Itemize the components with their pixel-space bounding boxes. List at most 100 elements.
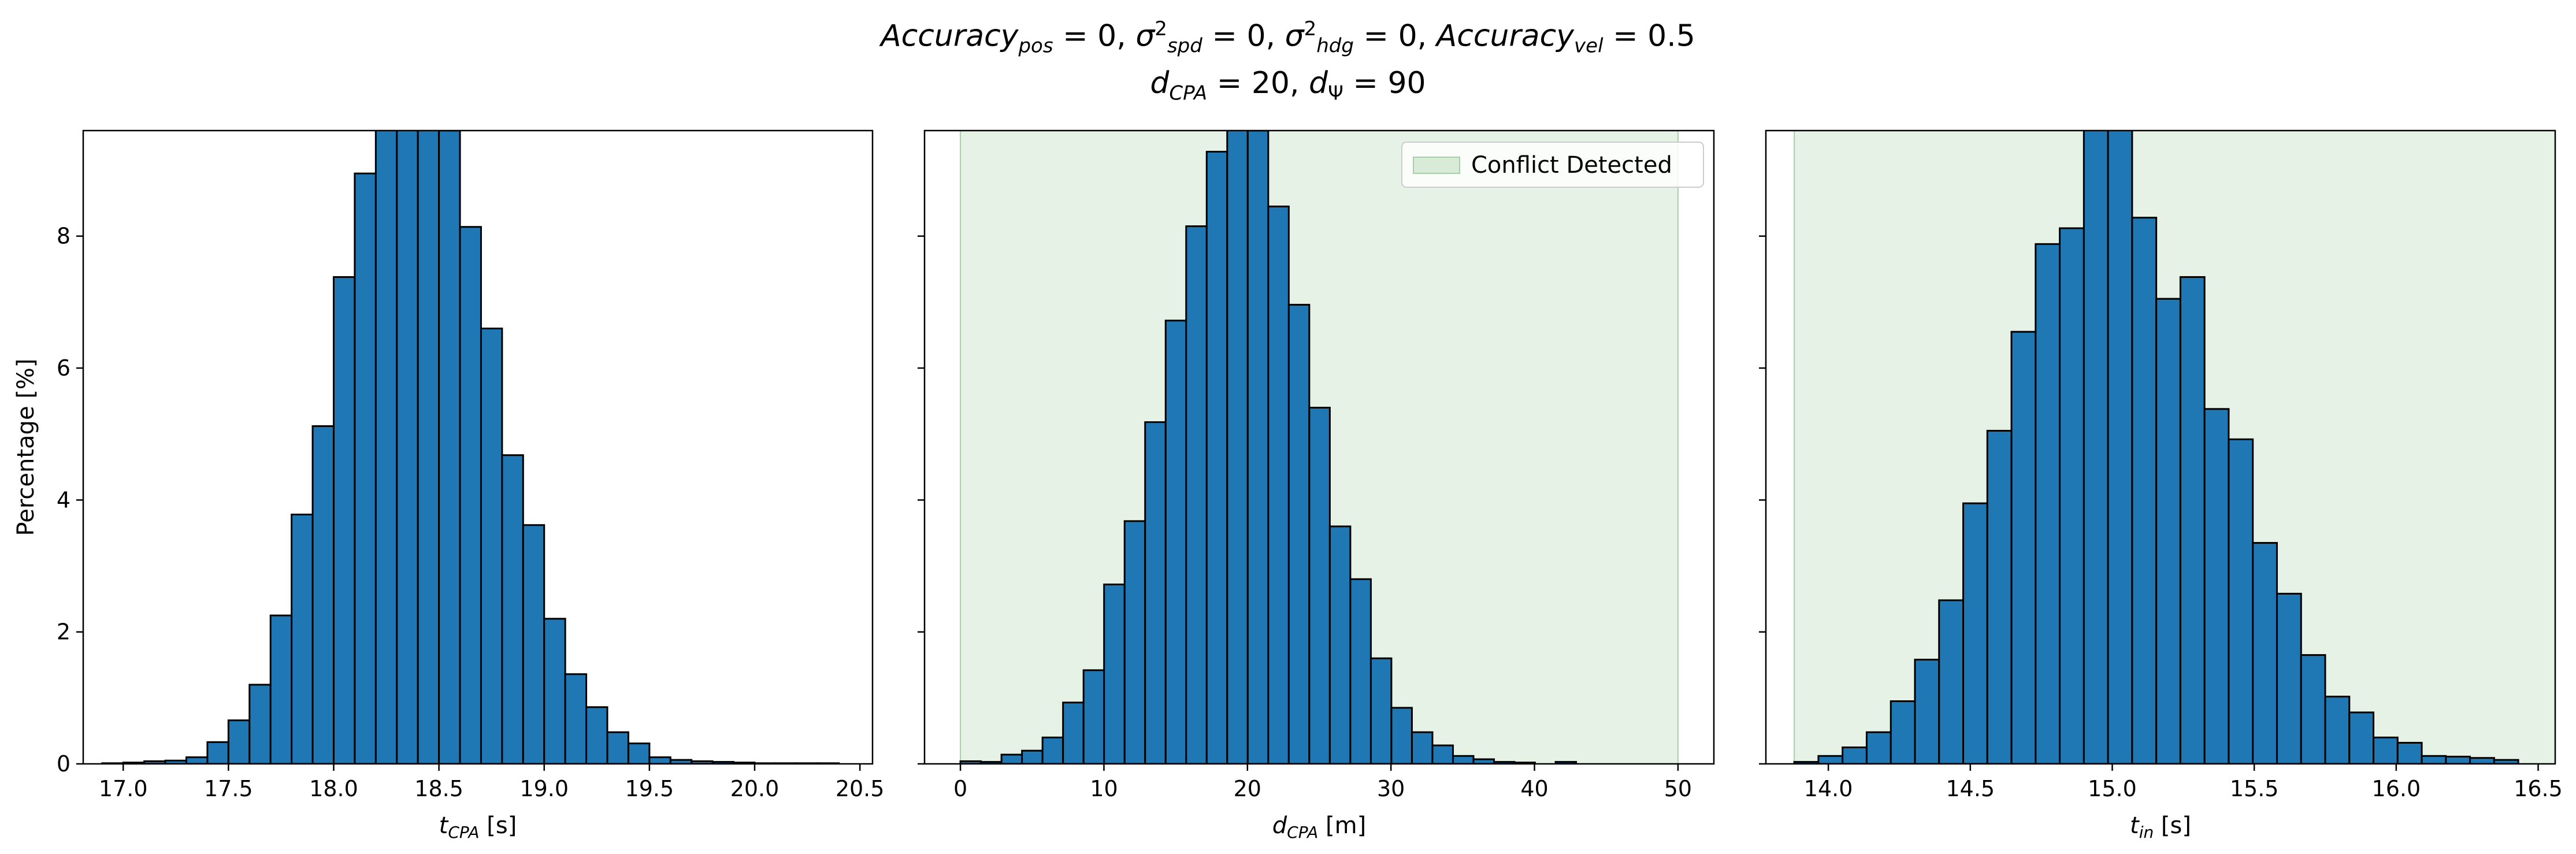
legend-label: Conflict Detected	[1471, 152, 1672, 179]
x-tick-label: 19.5	[625, 776, 674, 801]
histogram-bar	[1103, 583, 1126, 764]
histogram-bar	[291, 513, 314, 764]
x-tick-label: 10	[1090, 776, 1118, 801]
axes-frame	[923, 129, 1715, 765]
histogram-bar	[248, 684, 272, 764]
histogram-bar	[2010, 331, 2037, 764]
histogram-bar	[2324, 696, 2351, 764]
x-tick-label: 19.0	[519, 776, 569, 801]
histogram-bar	[1308, 407, 1331, 764]
legend-swatch	[1413, 157, 1460, 174]
bars	[101, 131, 840, 764]
x-tick-label: 15.5	[2230, 776, 2279, 801]
figure-title-line2: dCPA = 20, dΨ = 90	[1150, 65, 1426, 105]
histogram-bar	[2276, 592, 2302, 764]
histogram-bar	[2059, 227, 2085, 764]
histogram-bar	[648, 756, 671, 764]
histogram-bar	[606, 731, 629, 764]
x-tick-label: 18.5	[414, 776, 463, 801]
x-tick-label: 20.0	[730, 776, 780, 801]
histogram-bar	[564, 673, 588, 764]
figure-title: Accuracypos = 0, σ2spd = 0, σ2hdg = 0, A…	[0, 10, 2576, 112]
histogram-bar	[1287, 303, 1311, 764]
x-tick-label: 16.5	[2514, 776, 2563, 801]
histogram-bar	[480, 328, 503, 764]
histogram-bar	[1914, 659, 1940, 764]
histogram-bar	[1817, 755, 1844, 764]
histogram-bar	[1890, 700, 1916, 764]
y-axis-label: Percentage [%]	[13, 359, 39, 536]
histogram-bar	[269, 614, 293, 764]
histogram-bar	[1246, 131, 1270, 764]
histogram-bar	[2469, 757, 2495, 764]
histogram-bar	[2228, 438, 2254, 764]
histogram-bar	[2421, 755, 2447, 764]
histogram-bar	[2300, 654, 2326, 764]
histogram-bar	[332, 276, 356, 764]
histogram-bar	[2107, 131, 2133, 764]
x-tick-label: 50	[1664, 776, 1692, 801]
histogram-bar	[2155, 298, 2181, 764]
histogram-bar	[1144, 421, 1167, 764]
histogram-bar	[1390, 707, 1413, 764]
histogram-bar	[2373, 736, 2399, 764]
histogram-bar	[1267, 205, 1290, 764]
histogram-bar	[2083, 131, 2109, 764]
x-tick-label: 14.5	[1946, 776, 1995, 801]
histogram-bar	[374, 131, 398, 764]
figure-title-line1: Accuracypos = 0, σ2spd = 0, σ2hdg = 0, A…	[881, 17, 1695, 58]
x-tick-label: 17.0	[99, 776, 148, 801]
y-tick-label: 2	[57, 619, 70, 645]
histogram-bar	[1431, 744, 1454, 764]
histogram-bar	[1041, 736, 1064, 764]
histogram-bar	[311, 425, 335, 764]
x-tick-label: 0	[953, 776, 967, 801]
histogram-bar	[354, 172, 377, 764]
axes-frame	[82, 129, 874, 765]
histogram-panel-3: 14.0 14.5 15.0 15.5 16.0 16.5 tin [s]	[1759, 129, 2563, 842]
x-tick-label: 20.5	[836, 776, 885, 801]
x-tick-label: 18.0	[309, 776, 358, 801]
histogram-bar	[1062, 701, 1085, 764]
x-tick-label: 40	[1520, 776, 1548, 801]
histogram-bar	[2493, 759, 2519, 764]
y-tick-label: 6	[57, 355, 70, 381]
x-tick-label: 14.0	[1804, 776, 1853, 801]
histogram-bar	[2131, 217, 2158, 764]
x-tick-label: 15.0	[2088, 776, 2137, 801]
histogram-bar	[2035, 243, 2061, 764]
axes-frame	[1765, 129, 2556, 765]
legend-box	[1401, 142, 1704, 188]
histogram-bar	[1185, 225, 1208, 764]
histogram-panel-2: 0 10 20 30 40 50 dCPA [m] Conflict Detected	[918, 129, 1715, 842]
histogram-bar	[1962, 502, 1988, 764]
histogram-bar	[227, 719, 251, 764]
histogram-bar	[1226, 131, 1249, 764]
x-axis-label: tCPA [s]	[439, 812, 517, 842]
histogram-bar	[185, 756, 209, 764]
histogram-bar	[1865, 731, 1892, 764]
histogram-bar	[2203, 408, 2230, 764]
y-tick-label: 4	[57, 487, 70, 513]
histogram-bar	[438, 131, 461, 764]
histogram-bar	[1986, 429, 2013, 764]
x-axis-label: dCPA [m]	[1272, 812, 1366, 842]
x-axis-label: tin [s]	[2130, 812, 2191, 842]
x-tick-label: 30	[1377, 776, 1405, 801]
histogram-bar	[1205, 151, 1228, 764]
histogram-bar	[1349, 578, 1372, 764]
histogram-bar	[1164, 320, 1187, 764]
histogram-bar	[1082, 669, 1105, 764]
histogram-bar	[2445, 755, 2471, 764]
y-tick-label: 0	[57, 751, 70, 777]
histogram-bar	[2396, 741, 2423, 764]
histogram-bar	[1938, 599, 1965, 764]
histogram-bar	[1021, 749, 1044, 764]
histogram-bar	[1000, 753, 1023, 764]
histogram-bar	[1328, 525, 1352, 764]
histogram-bar	[522, 524, 545, 764]
histogram-bar	[1123, 520, 1146, 764]
x-tick-label: 16.0	[2372, 776, 2421, 801]
histogram-bar	[501, 454, 524, 764]
